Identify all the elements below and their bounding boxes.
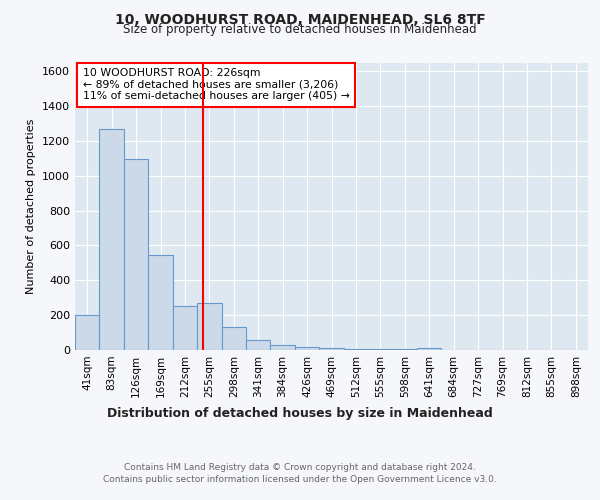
Text: Distribution of detached houses by size in Maidenhead: Distribution of detached houses by size … [107,408,493,420]
Bar [75,315,100,350]
Text: Size of property relative to detached houses in Maidenhead: Size of property relative to detached ho… [123,22,477,36]
Text: Contains HM Land Registry data © Crown copyright and database right 2024.: Contains HM Land Registry data © Crown c… [124,462,476,471]
Y-axis label: Number of detached properties: Number of detached properties [26,118,37,294]
Text: 10 WOODHURST ROAD: 226sqm
← 89% of detached houses are smaller (3,206)
11% of se: 10 WOODHURST ROAD: 226sqm ← 89% of detac… [83,68,350,102]
Bar [246,340,271,350]
Bar [295,348,319,350]
Bar [319,348,344,350]
Bar [221,328,246,350]
Bar [197,303,221,350]
Bar [417,348,442,350]
Bar [124,159,148,350]
Text: Contains public sector information licensed under the Open Government Licence v3: Contains public sector information licen… [103,475,497,484]
Bar [100,128,124,350]
Bar [173,306,197,350]
Bar [271,345,295,350]
Text: 10, WOODHURST ROAD, MAIDENHEAD, SL6 8TF: 10, WOODHURST ROAD, MAIDENHEAD, SL6 8TF [115,12,485,26]
Bar [368,349,392,350]
Bar [344,349,368,350]
Bar [148,255,173,350]
